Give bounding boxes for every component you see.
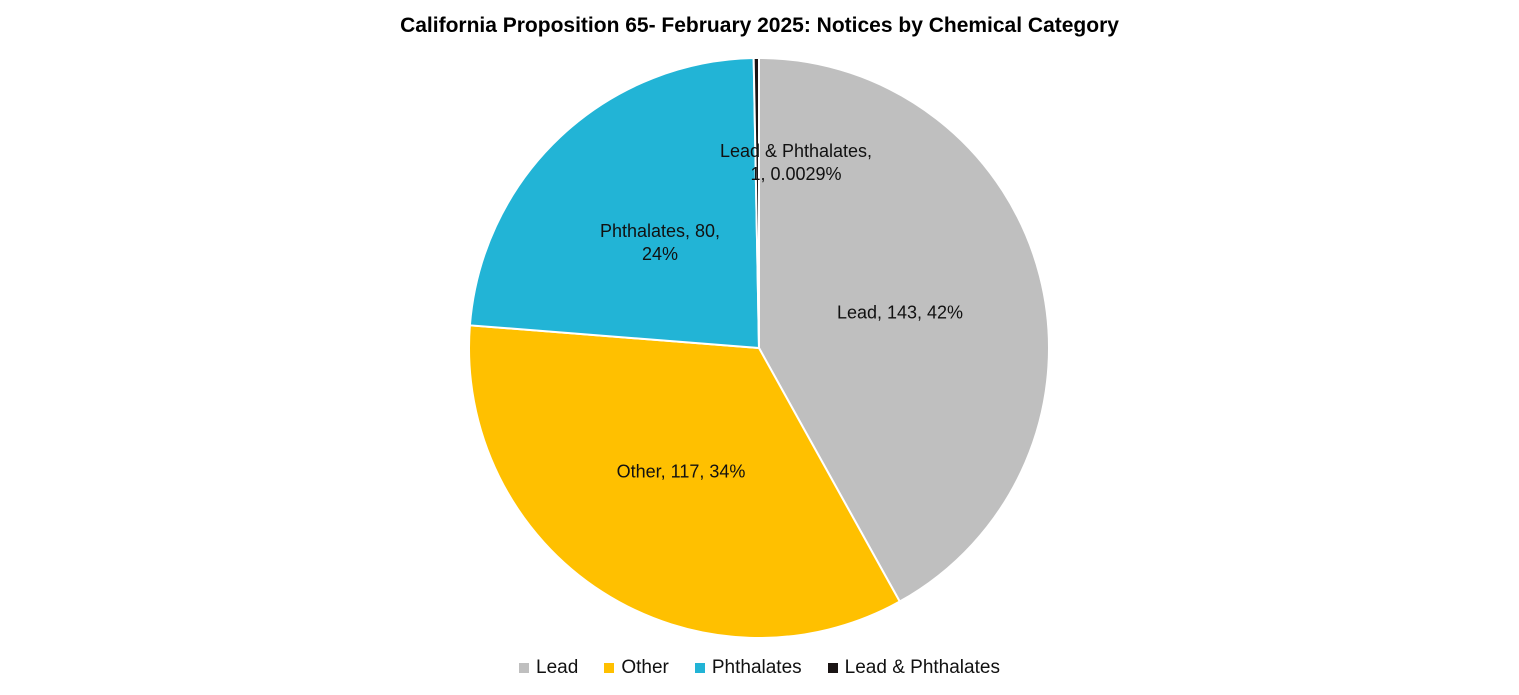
legend-swatch [827,663,838,673]
legend-label: Other [621,657,669,678]
data-label: Other, 117, 34% [617,461,746,484]
pie-slice-lead [758,56,1050,603]
legend-item: Lead & Phthalates [827,657,1000,679]
data-label: Lead, 143, 42% [837,302,963,325]
legend-label: Lead & Phthalates [844,657,1000,678]
pie-slice-lead-phthalates [752,56,760,349]
data-label-line: Other, 117, 34% [616,461,746,482]
data-label-line: 24% [641,244,679,264]
legend-item: Lead [519,657,578,679]
data-label: Lead & Phthalates, 1, 0.0029% [720,140,872,186]
legend-label: Phthalates [711,657,802,678]
pie-slice-other [468,324,902,639]
data-label: Phthalates, 80, 24% [600,220,720,266]
legend-swatch [694,663,705,673]
legend-item: Other [604,657,669,679]
legend: Lead Other Phthalates Lead & Phthalates [0,657,1519,679]
chart-title: California Proposition 65- February 2025… [400,14,1119,37]
pie-slice-phthalates [468,57,761,350]
data-label-line: Lead, 143, 42% [836,302,964,323]
legend-item: Phthalates [694,657,802,679]
data-label-line: Lead & Phthalates, [719,141,873,161]
legend-label: Lead [536,657,579,678]
legend-swatch [604,663,615,673]
data-label-line: 1, 0.0029% [750,164,842,184]
data-label-line: Phthalates, 80, [599,221,721,241]
legend-swatch [519,663,530,673]
